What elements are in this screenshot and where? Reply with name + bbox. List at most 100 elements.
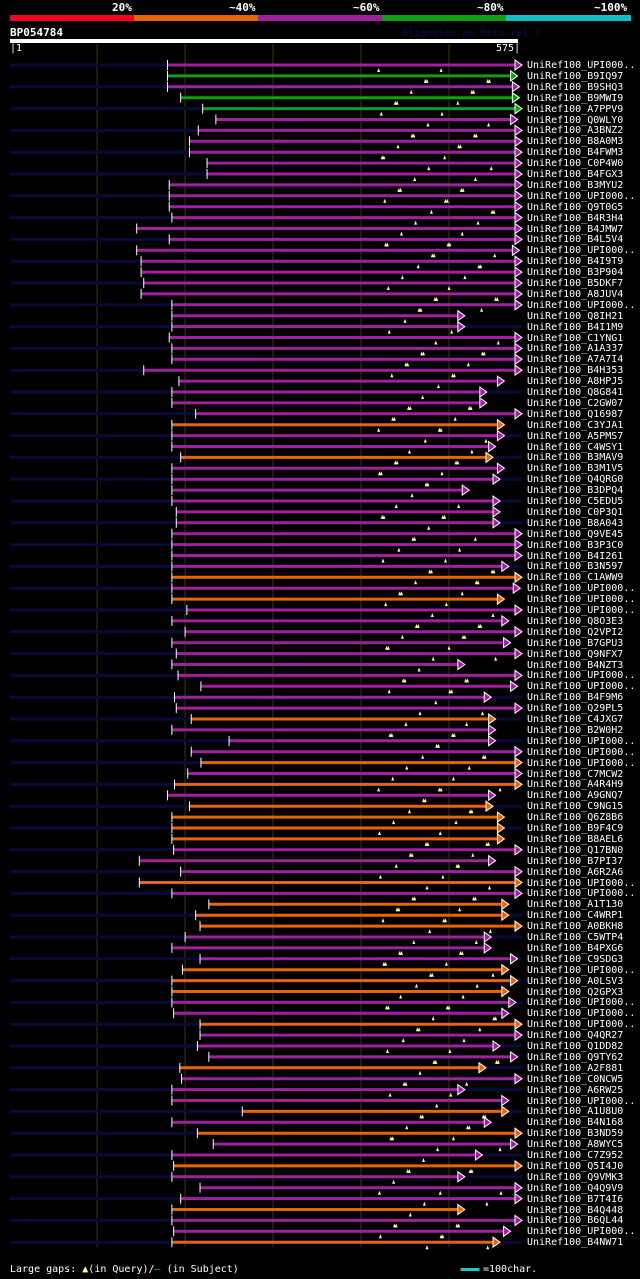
hit-label[interactable]: UniRef100_C7MCW2 [527,768,624,780]
hit-label[interactable]: UniRef100_B4Q448 [527,1204,624,1216]
hit-label[interactable]: UniRef100_B8A0M3 [527,136,624,148]
hit-label[interactable]: UniRef100_UPI000.. [527,997,636,1009]
hit-label[interactable]: UniRef100_C4JXG7 [527,714,624,725]
hit-label[interactable]: UniRef100_B4FWM3 [527,147,624,159]
hit-label[interactable]: UniRef100_UPI000.. [527,1226,636,1238]
hit-label[interactable]: UniRef100_UPI000.. [527,245,636,257]
hit-label[interactable]: UniRef100_B5DKF7 [527,278,624,289]
hit-label[interactable]: UniRef100_UPI000.. [527,605,636,616]
hit-label[interactable]: UniRef100_A0BKH8 [527,921,624,933]
hit-label[interactable]: UniRef100_B3DPQ4 [527,485,624,497]
hit-label[interactable]: UniRef100_C5WTP4 [527,932,624,943]
hit-label[interactable]: UniRef100_UPI000.. [527,746,636,758]
hit-label[interactable]: UniRef100_Q17BN0 [527,844,624,856]
hit-label[interactable]: UniRef100_Q9T0G5 [527,201,624,213]
hit-label[interactable]: UniRef100_A8JUV4 [527,288,624,300]
hit-label[interactable]: UniRef100_B4NZT3 [527,659,624,671]
hit-label[interactable]: UniRef100_Q9NFX7 [527,648,624,660]
hit-label[interactable]: UniRef100_B4PXG6 [527,942,624,954]
hit-label[interactable]: UniRef100_B7GPU3 [527,637,624,649]
hit-label[interactable]: UniRef100_B8AEL6 [527,833,624,845]
hit-label[interactable]: UniRef100_Q9VE45 [527,528,624,540]
hit-label[interactable]: UniRef100_A4R4H9 [527,779,624,791]
hit-label[interactable]: UniRef100_B4I261 [527,550,624,562]
hit-label[interactable]: UniRef100_B3ND59 [527,1128,624,1140]
hit-label[interactable]: UniRef100_Q8IH21 [527,310,624,322]
hit-label[interactable]: UniRef100_UPI000.. [527,888,636,900]
hit-label[interactable]: UniRef100_B3P904 [527,267,624,279]
hit-label[interactable]: UniRef100_UPI000.. [527,735,636,747]
hit-label[interactable]: UniRef100_C9NG15 [527,801,624,813]
hit-label[interactable]: UniRef100_B3M1V5 [527,463,624,475]
hit-label[interactable]: UniRef100_UPI000.. [527,594,636,606]
hit-label[interactable]: UniRef100_B4NW71 [527,1237,624,1249]
hit-label[interactable]: UniRef100_Q9TY62 [527,1051,624,1063]
hit-label[interactable]: UniRef100_C0P3Q1 [527,506,624,518]
hit-label[interactable]: UniRef100_B4F9M6 [527,692,624,704]
hit-label[interactable]: UniRef100_Q5I4J0 [527,1160,624,1172]
hit-label[interactable]: UniRef100_A6RW25 [527,1084,624,1096]
hit-label[interactable]: UniRef100_B7PI37 [527,855,624,867]
hit-label[interactable]: UniRef100_B9IQ97 [527,70,624,82]
hit-label[interactable]: UniRef100_A1T130 [527,899,624,911]
hit-label[interactable]: UniRef100_UPI000.. [527,681,636,693]
hit-label[interactable]: UniRef100_A8HPJ5 [527,376,624,388]
hit-label[interactable]: UniRef100_C9SDG3 [527,953,624,965]
hit-label[interactable]: UniRef100_C7Z952 [527,1150,624,1161]
hit-label[interactable]: UniRef100_C0NCW5 [527,1073,624,1085]
hit-label[interactable]: UniRef100_Q2VPI2 [527,626,624,638]
hit-label[interactable]: UniRef100_Q0WLY0 [527,114,624,126]
hit-label[interactable]: UniRef100_C5EDU5 [527,496,624,507]
hit-label[interactable]: UniRef100_B4R3H4 [527,212,624,224]
hit-label[interactable]: UniRef100_B8A043 [527,517,624,529]
hit-label[interactable]: UniRef100_A7A7I4 [527,354,624,366]
hit-label[interactable]: UniRef100_Q4QR27 [527,1030,624,1042]
hit-label[interactable]: UniRef100_UPI000.. [527,60,636,71]
hit-label[interactable]: UniRef100_C3YJA1 [527,419,624,431]
hit-label[interactable]: UniRef100_Q4Q9V9 [527,1182,624,1194]
hit-label[interactable]: UniRef100_A0LSV3 [527,975,624,987]
hit-label[interactable]: UniRef100_B4L5V4 [527,234,624,246]
hit-label[interactable]: UniRef100_A9GNQ7 [527,790,624,802]
hit-label[interactable]: UniRef100_A8WYC5 [527,1139,624,1151]
hit-label[interactable]: UniRef100_A1U8U0 [527,1106,624,1118]
hit-label[interactable]: UniRef100_B7T4I6 [527,1193,624,1205]
hit-label[interactable]: UniRef100_Q8G841 [527,387,624,398]
hit-label[interactable]: UniRef100_Q16987 [527,408,624,420]
hit-label[interactable]: UniRef100_UPI000.. [527,583,636,595]
hit-label[interactable]: UniRef100_B9MWI9 [527,92,624,104]
hit-label[interactable]: UniRef100_A3BNZ2 [527,125,624,137]
hit-label[interactable]: UniRef100_B4N168 [527,1117,624,1129]
hit-label[interactable]: UniRef100_A1A337 [527,343,624,355]
hit-label[interactable]: UniRef100_C1YNG1 [527,332,624,344]
hit-label[interactable]: UniRef100_C1AWW9 [527,572,624,584]
hit-label[interactable]: UniRef100_UPI000.. [527,670,636,682]
hit-label[interactable]: UniRef100_UPI000.. [527,1019,636,1031]
hit-label[interactable]: UniRef100_B6QL44 [527,1215,624,1227]
hit-label[interactable]: UniRef100_B4H353 [527,365,624,377]
hit-label[interactable]: UniRef100_C2GW07 [527,397,624,409]
hit-label[interactable]: UniRef100_Q4QRG0 [527,474,624,486]
hit-label[interactable]: UniRef100_UPI000.. [527,964,636,976]
hit-label[interactable]: UniRef100_C0P4W0 [527,158,624,170]
hit-label[interactable]: UniRef100_B4I1M9 [527,321,624,333]
hit-label[interactable]: UniRef100_B3MYU2 [527,179,624,191]
hit-label[interactable]: UniRef100_UPI000.. [527,299,636,311]
hit-label[interactable]: UniRef100_B9F4C9 [527,823,624,834]
hit-label[interactable]: UniRef100_UPI000.. [527,757,636,769]
hit-label[interactable]: UniRef100_Q29PL5 [527,703,624,715]
hit-label[interactable]: UniRef100_A6R2A6 [527,866,624,878]
hit-label[interactable]: UniRef100_B4JMW7 [527,223,624,235]
hit-label[interactable]: UniRef100_UPI000.. [527,190,636,202]
hit-label[interactable]: UniRef100_A7PPV9 [527,103,624,115]
hit-label[interactable]: UniRef100_B9SHQ3 [527,81,624,93]
hit-label[interactable]: UniRef100_B3P3C0 [527,539,624,551]
hit-label[interactable]: UniRef100_B3MAV9 [527,452,624,464]
hit-label[interactable]: UniRef100_UPI000.. [527,1095,636,1107]
hit-label[interactable]: UniRef100_B4FGX3 [527,169,624,180]
hit-label[interactable]: UniRef100_B4I9T9 [527,256,624,268]
hit-label[interactable]: UniRef100_UPI000.. [527,877,636,889]
hit-label[interactable]: UniRef100_Q6Z8B6 [527,812,624,824]
hit-label[interactable]: UniRef100_C4WSY1 [527,441,624,453]
hit-label[interactable]: UniRef100_B3N597 [527,561,624,573]
